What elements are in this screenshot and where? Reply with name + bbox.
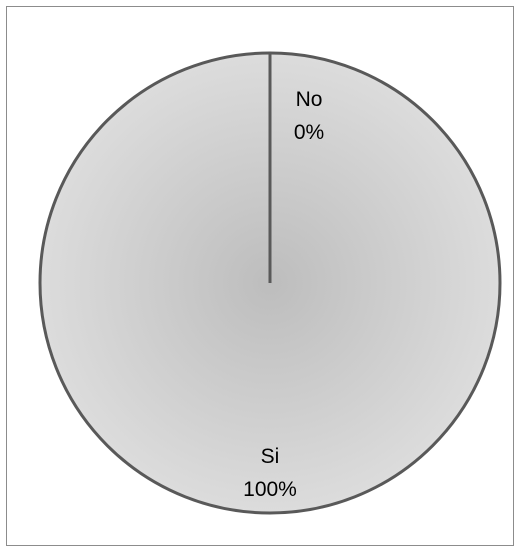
data-label-percent-no: 0% [294, 121, 324, 144]
data-label-category-si: Si [261, 445, 280, 468]
data-label-percent-si: 100% [243, 478, 297, 501]
data-label-category-no: No [296, 88, 323, 111]
